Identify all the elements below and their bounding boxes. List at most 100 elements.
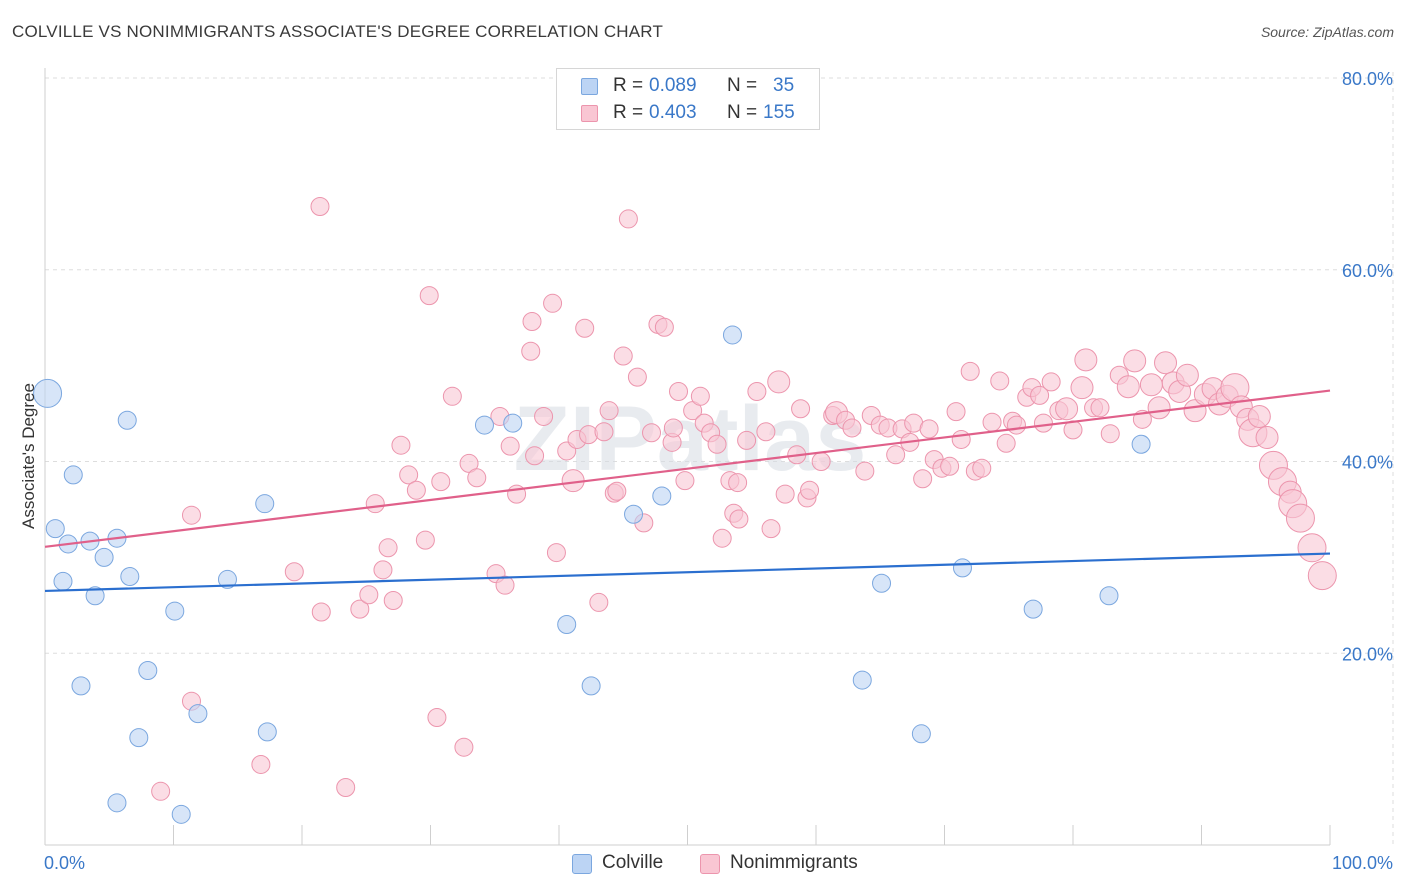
nonimmigrants-point xyxy=(946,402,966,422)
nonimmigrants-point xyxy=(1247,404,1271,428)
stats-box: R = 0.089 N = 35 R = 0.403 N = 155 xyxy=(556,68,820,130)
nonimmigrants-point xyxy=(707,434,727,454)
nonimmigrants-point xyxy=(913,469,933,489)
nonimmigrants-point xyxy=(151,781,171,801)
n-value: 35 xyxy=(773,75,795,96)
nonimmigrants-point xyxy=(982,412,1002,432)
nonimmigrants-point xyxy=(737,430,757,450)
nonimmigrants-point xyxy=(521,341,541,361)
colville-point xyxy=(107,793,127,813)
nonimmigrants-point xyxy=(415,530,435,550)
nonimmigrants-point xyxy=(1070,376,1094,400)
colville-point xyxy=(1023,599,1043,619)
nonimmigrants-point xyxy=(1116,375,1140,399)
n-label: N = xyxy=(727,102,758,123)
nonimmigrants-point xyxy=(365,494,385,514)
nonimmigrants-point xyxy=(181,505,201,525)
label-layer: 20.0% 40.0% 60.0% 80.0% 0.0% 100.0% Associate'… xyxy=(19,69,1393,873)
colville-point xyxy=(94,547,114,567)
nonimmigrants-point xyxy=(669,382,689,402)
colville-legend-swatch xyxy=(572,854,592,874)
r-label: R = xyxy=(613,102,644,123)
colville-trend-line xyxy=(44,552,1331,593)
nonimmigrants-point xyxy=(495,575,515,595)
nonimmigrants-point xyxy=(543,293,563,313)
nonimmigrants-point xyxy=(1041,372,1061,392)
colville-point xyxy=(138,661,158,681)
nonimmigrants-point xyxy=(607,481,627,501)
nonimmigrants-point xyxy=(761,519,781,539)
nonimmigrants-point xyxy=(1123,349,1147,373)
nonimmigrants-point xyxy=(311,602,331,622)
nonimmigrants-point xyxy=(373,560,393,580)
colville-point xyxy=(503,413,523,433)
x-tick-label: 0.0% xyxy=(44,853,85,873)
colville-point xyxy=(652,486,672,506)
nonimmigrants-point xyxy=(675,471,695,491)
nonimmigrants-point xyxy=(500,436,520,456)
colville-point xyxy=(120,567,140,587)
nonimmigrants-point xyxy=(454,737,474,757)
nonimmigrants-point xyxy=(951,429,971,449)
nonimmigrants-point xyxy=(855,461,875,481)
colville-point xyxy=(872,573,892,593)
colville-point xyxy=(257,722,277,742)
colville-point xyxy=(852,670,872,690)
nonimmigrants-point xyxy=(775,484,795,504)
r-label: R = xyxy=(613,75,644,96)
colville-point xyxy=(255,494,275,514)
nonimmigrants-point xyxy=(972,458,992,478)
nonimmigrants-point xyxy=(1307,561,1337,591)
nonimmigrants-point xyxy=(1033,413,1053,433)
nonimmigrants-point xyxy=(427,707,447,727)
nonimmigrants-point xyxy=(728,473,748,493)
nonimmigrants-point xyxy=(800,480,820,500)
nonimmigrants-point xyxy=(579,425,599,445)
colville-point xyxy=(53,571,73,591)
nonimmigrants-point xyxy=(960,361,980,381)
nonimmigrants-point xyxy=(546,543,566,563)
trend-layer xyxy=(44,389,1331,593)
colville-point xyxy=(217,569,237,589)
nonimmigrants-point xyxy=(919,419,939,439)
r-value: 0.403 xyxy=(649,102,697,123)
colville-point xyxy=(624,504,644,524)
y-tick-label: 60.0% xyxy=(1342,261,1393,281)
colville-point xyxy=(45,519,65,539)
nonimmigrants-point xyxy=(886,445,906,465)
nonimmigrants-point xyxy=(618,209,638,229)
nonimmigrants-point xyxy=(1074,348,1098,372)
nonimmigrants-point xyxy=(1055,397,1079,421)
colville-point xyxy=(71,676,91,696)
nonimmigrants-point xyxy=(613,346,633,366)
colville-point xyxy=(952,558,972,578)
colville-point xyxy=(1131,434,1151,454)
nonimmigrants-point xyxy=(1175,363,1199,387)
nonimmigrants-point xyxy=(522,312,542,332)
colville-point xyxy=(911,724,931,744)
nonimmigrants-point xyxy=(467,468,487,488)
nonimmigrants-point xyxy=(663,418,683,438)
nonimmigrants-point xyxy=(712,528,732,548)
y-axis-label: Associate's Degree xyxy=(19,383,38,529)
colville-point xyxy=(63,465,83,485)
nonimmigrants-point xyxy=(1100,424,1120,444)
nonimmigrants-point xyxy=(940,456,960,476)
nonimmigrants-point xyxy=(594,422,614,442)
nonimmigrants-point xyxy=(996,433,1016,453)
nonimmigrants-swatch xyxy=(581,105,598,122)
colville-point xyxy=(171,804,191,824)
source-label: Source: ZipAtlas.com xyxy=(1260,24,1394,40)
nonimmigrants-point xyxy=(627,367,647,387)
colville-point xyxy=(33,378,63,408)
nonimmigrants-point xyxy=(1255,426,1279,450)
nonimmigrants-legend-swatch xyxy=(700,854,720,874)
x-tick-label: 100.0% xyxy=(1332,853,1393,873)
nonimmigrants-point xyxy=(310,196,330,216)
axis-layer xyxy=(44,68,1331,846)
nonimmigrants-point xyxy=(383,591,403,611)
nonimmigrants-point xyxy=(1139,373,1163,397)
nonimmigrants-point xyxy=(336,777,356,797)
nonimmigrants-point xyxy=(599,401,619,421)
nonimmigrants-point xyxy=(406,480,426,500)
